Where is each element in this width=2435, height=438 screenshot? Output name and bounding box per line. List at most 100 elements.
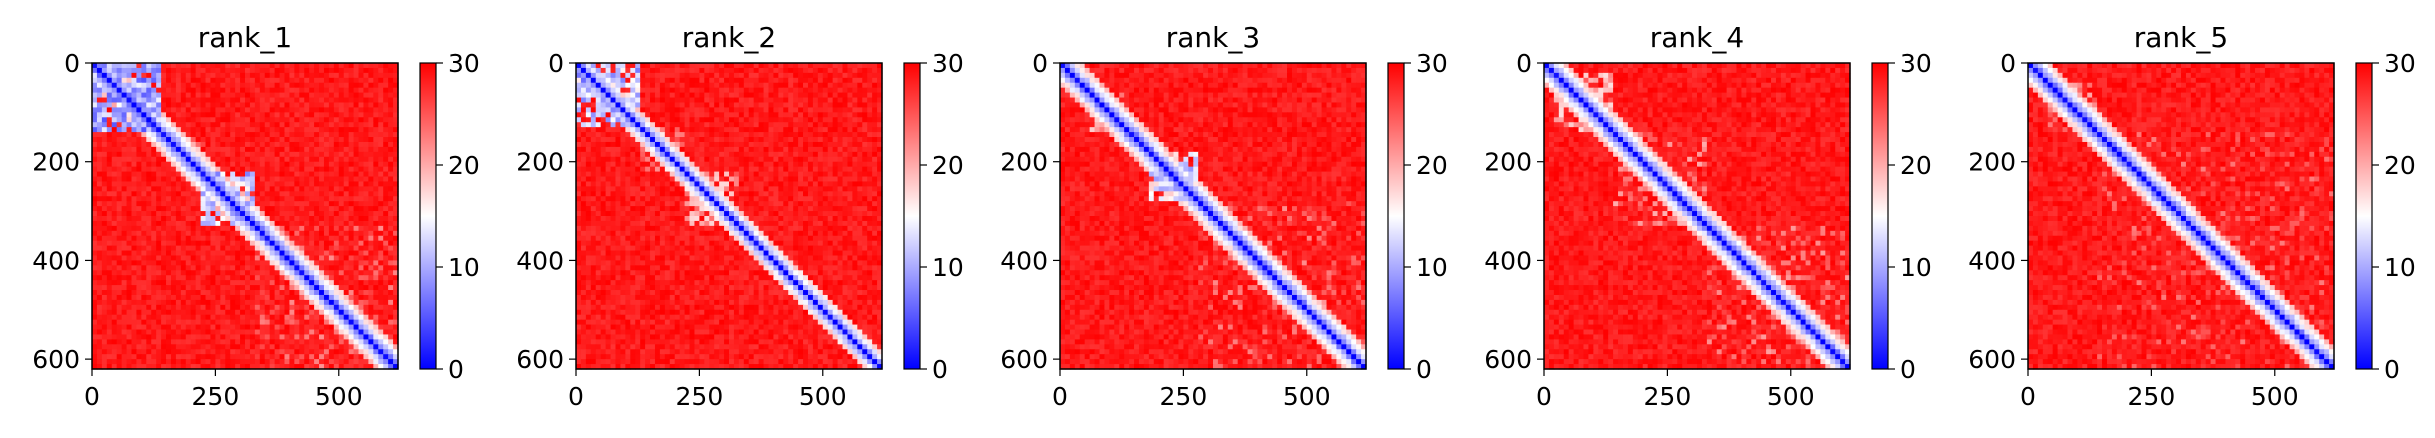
heatmap-cell [338, 171, 345, 178]
heatmap-cell [363, 211, 369, 217]
heatmap-cell [96, 72, 103, 79]
heatmap-cell [862, 92, 868, 99]
heatmap-cell [175, 72, 182, 79]
heatmap-cell [230, 72, 236, 79]
heatmap-cell [225, 329, 231, 336]
heatmap-cell [699, 97, 705, 104]
heatmap-cell [264, 191, 271, 197]
heatmap-cell [358, 82, 365, 89]
heatmap-cell [106, 299, 113, 306]
heatmap-cell [166, 324, 172, 331]
heatmap-cell [200, 186, 207, 192]
heatmap-cell [146, 290, 152, 296]
heatmap-cell [393, 166, 399, 173]
heatmap-cell [793, 82, 799, 89]
heatmap-cell [101, 299, 108, 306]
heatmap-cell [867, 77, 873, 84]
heatmap-cell [724, 141, 730, 148]
heatmap-cell [827, 82, 834, 89]
heatmap-cell [679, 117, 686, 123]
heatmap-cell [195, 161, 202, 168]
heatmap-cell [694, 112, 700, 118]
heatmap-cell [378, 329, 384, 336]
heatmap-cell [333, 299, 340, 306]
y-tick-label: 200 [32, 148, 80, 177]
heatmap-cell [368, 156, 374, 163]
heatmap-cell [116, 63, 123, 69]
heatmap-cell [798, 97, 804, 104]
heatmap-cell [101, 137, 108, 143]
heatmap-cell [812, 77, 819, 84]
heatmap-cell [220, 240, 226, 247]
heatmap-cell [166, 314, 172, 321]
heatmap-cell [393, 67, 399, 74]
heatmap-cell [210, 72, 216, 79]
heatmap-cell [161, 354, 167, 360]
heatmap-cell [279, 92, 286, 99]
heatmap-cell [106, 354, 113, 360]
heatmap-cell [378, 117, 384, 123]
heatmap-cell [585, 67, 592, 74]
heatmap-cell [304, 280, 310, 286]
heatmap-cell [111, 156, 118, 163]
heatmap-cell [304, 344, 310, 350]
heatmap-cell [328, 245, 335, 252]
heatmap-cell [333, 127, 340, 133]
heatmap-cell [733, 107, 740, 113]
heatmap-cell [319, 132, 325, 138]
heatmap-cell [748, 107, 755, 113]
heatmap-cell [151, 339, 157, 345]
heatmap-cell [141, 230, 147, 237]
heatmap-cell [190, 166, 197, 173]
heatmap-cell [195, 112, 202, 118]
heatmap-cell [240, 230, 246, 237]
heatmap-cell [645, 67, 651, 74]
heatmap-cell [126, 359, 133, 365]
heatmap-cell [393, 275, 399, 281]
heatmap-cell [240, 146, 246, 153]
heatmap-cell [837, 117, 844, 123]
heatmap-cell [378, 132, 384, 138]
heatmap-cell [185, 265, 192, 271]
heatmap-cell [314, 141, 320, 148]
heatmap-cell [96, 137, 103, 143]
heatmap-cell [778, 117, 784, 123]
heatmap-cell [338, 63, 345, 69]
heatmap-cell [274, 319, 281, 326]
heatmap-cell [111, 339, 118, 345]
heatmap-cell [600, 92, 607, 99]
heatmap-cell [630, 82, 636, 89]
heatmap-cell [348, 230, 355, 237]
heatmap-cell [96, 107, 103, 113]
heatmap-cell [294, 304, 300, 311]
heatmap-cell [166, 186, 172, 192]
heatmap-cell [783, 127, 789, 133]
heatmap-cell [170, 87, 177, 94]
heatmap-cell [264, 309, 271, 316]
heatmap-cell [205, 146, 212, 153]
heatmap-cell [230, 107, 236, 113]
heatmap-cell [699, 141, 705, 148]
heatmap-cell [733, 122, 740, 128]
heatmap-cell [314, 314, 320, 321]
heatmap-cell [304, 230, 310, 237]
heatmap-cell [299, 186, 305, 192]
heatmap-cell [180, 339, 187, 345]
heatmap-cell [195, 72, 202, 79]
heatmap-cell [240, 97, 246, 104]
heatmap-cell [284, 97, 291, 104]
heatmap-cell [131, 235, 138, 242]
heatmap-cell [111, 270, 118, 276]
heatmap-cell [151, 349, 157, 355]
heatmap-cell [299, 314, 305, 321]
heatmap-cell [249, 141, 256, 148]
heatmap-cell [684, 97, 691, 104]
heatmap-cell [368, 354, 374, 360]
heatmap-cell [175, 156, 182, 163]
heatmap-cell [259, 206, 266, 212]
heatmap-cell [141, 63, 147, 69]
heatmap-cell [225, 206, 231, 212]
heatmap-cell [319, 354, 325, 360]
heatmap-cell [595, 67, 602, 74]
heatmap-cell [175, 359, 182, 365]
